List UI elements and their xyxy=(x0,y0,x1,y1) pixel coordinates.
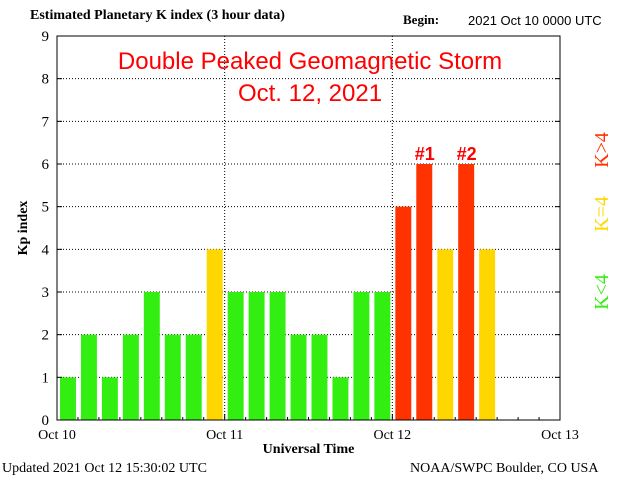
kp-bar xyxy=(479,249,496,420)
annotation-line2: Oct. 12, 2021 xyxy=(238,80,382,107)
kp-bar xyxy=(458,164,475,420)
kp-bar xyxy=(122,334,139,420)
kp-bar xyxy=(437,249,454,420)
kp-bar xyxy=(206,249,223,420)
y-tick-label: 0 xyxy=(42,413,50,429)
chart-title: Estimated Planetary K index (3 hour data… xyxy=(30,8,285,23)
y-tick-label: 8 xyxy=(42,72,50,88)
kp-bar xyxy=(395,206,412,420)
kp-bar xyxy=(185,334,202,420)
x-tick-label: Oct 12 xyxy=(373,428,411,443)
y-tick-label: 4 xyxy=(42,242,50,258)
legend-k-below-4: K<4 xyxy=(591,274,613,310)
kp-bar xyxy=(416,164,433,420)
y-tick-label: 1 xyxy=(42,370,50,386)
y-tick-label: 9 xyxy=(42,29,50,45)
kp-bar xyxy=(60,377,76,420)
y-axis-label: Kp index xyxy=(16,201,31,256)
annotation-line1: Double Peaked Geomagnetic Storm xyxy=(118,48,502,75)
kp-bar xyxy=(80,334,97,420)
kp-bar xyxy=(374,292,391,420)
kp-bar xyxy=(101,377,118,420)
kp-bar xyxy=(290,334,307,420)
y-tick-label: 5 xyxy=(42,200,50,216)
y-tick-label: 7 xyxy=(42,114,50,130)
x-axis-label: Universal Time xyxy=(263,442,355,457)
source-credit: NOAA/SWPC Boulder, CO USA xyxy=(410,461,599,476)
y-tick-label: 6 xyxy=(42,157,50,173)
kp-bar xyxy=(311,334,328,420)
x-tick-label: Oct 11 xyxy=(206,428,243,443)
legend-k-above-4: K>4 xyxy=(591,132,613,168)
peak-label-2: #2 xyxy=(457,144,477,164)
legend-k-equals-4: K=4 xyxy=(591,196,613,232)
kp-bar xyxy=(332,377,349,420)
kp-bar xyxy=(227,292,244,420)
peak-label-1: #1 xyxy=(415,144,435,164)
begin-value: 2021 Oct 10 0000 UTC xyxy=(468,13,602,28)
kp-bar xyxy=(164,334,181,420)
kp-bar xyxy=(269,292,286,420)
updated-timestamp: Updated 2021 Oct 12 15:30:02 UTC xyxy=(2,461,207,476)
x-tick-label: Oct 13 xyxy=(541,428,579,443)
kp-bar xyxy=(143,292,160,420)
y-tick-label: 3 xyxy=(42,285,50,301)
kp-bar xyxy=(248,292,265,420)
begin-label: Begin: xyxy=(403,12,440,27)
x-tick-label: Oct 10 xyxy=(38,428,76,443)
kp-bar xyxy=(353,292,370,420)
y-tick-label: 2 xyxy=(42,328,50,344)
